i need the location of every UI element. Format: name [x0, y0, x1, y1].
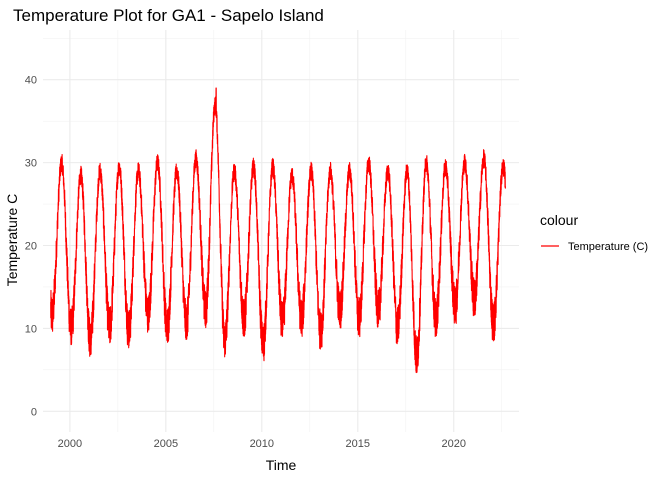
y-tick-label: 10	[25, 323, 37, 335]
legend: colour Temperature (C)	[540, 212, 648, 253]
x-axis-ticks: 2000 2005 2010 2015 2020	[58, 438, 466, 450]
y-axis-ticks: 0 10 20 30 40	[25, 75, 37, 419]
series-layer	[50, 87, 507, 374]
legend-title: colour	[540, 212, 578, 228]
x-tick-label: 2000	[58, 438, 82, 450]
y-tick-label: 0	[31, 406, 37, 418]
y-tick-label: 30	[25, 158, 37, 170]
y-tick-label: 20	[25, 241, 37, 253]
grid-minor	[43, 30, 519, 432]
x-tick-label: 2015	[346, 438, 370, 450]
x-axis-title: Time	[266, 457, 297, 473]
series-line-temperature	[50, 87, 507, 374]
x-tick-label: 2005	[154, 438, 178, 450]
legend-label-temperature: Temperature (C)	[568, 241, 648, 253]
x-tick-label: 2020	[441, 438, 465, 450]
y-tick-label: 40	[25, 75, 37, 87]
chart-title: Temperature Plot for GA1 - Sapelo Island	[13, 6, 324, 25]
y-axis-title: Temperature C	[4, 194, 20, 287]
x-tick-label: 2010	[250, 438, 274, 450]
